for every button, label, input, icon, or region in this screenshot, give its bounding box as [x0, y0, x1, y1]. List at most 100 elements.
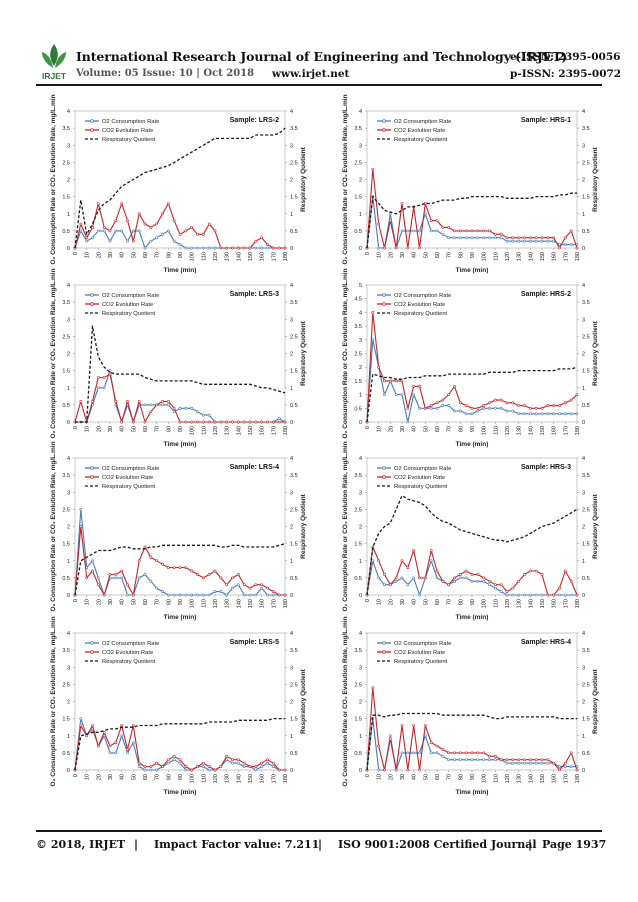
- data-point: [563, 765, 567, 768]
- data-point: [394, 393, 398, 397]
- data-point: [558, 246, 561, 250]
- x-tick-label: 60: [435, 252, 441, 258]
- data-point: [271, 593, 275, 597]
- data-point: [423, 406, 427, 410]
- y2-tick-label: 0: [582, 246, 585, 252]
- legend-marker: [90, 302, 94, 306]
- data-point: [552, 761, 556, 765]
- data-point: [201, 413, 205, 417]
- data-point: [476, 406, 480, 410]
- data-point: [260, 246, 264, 250]
- x-tick-label: 30: [400, 426, 406, 432]
- data-point: [120, 202, 124, 205]
- data-point: [558, 765, 561, 768]
- data-point: [418, 229, 421, 233]
- data-point: [435, 569, 439, 573]
- data-point: [137, 559, 141, 563]
- x-tick-label: 70: [447, 252, 453, 258]
- y-tick-label: 2: [359, 700, 362, 706]
- y2-tick-label: 2: [290, 352, 293, 358]
- data-point: [517, 593, 521, 597]
- data-point: [85, 236, 89, 240]
- x-tick-label: 50: [131, 426, 137, 432]
- data-point: [96, 376, 100, 379]
- data-point: [464, 576, 468, 580]
- data-point: [248, 593, 252, 597]
- legend-entry: CO2 Evolution Rate: [102, 128, 153, 134]
- data-point: [528, 569, 532, 573]
- data-point: [143, 222, 147, 226]
- data-point: [558, 768, 561, 772]
- data-point: [493, 586, 497, 590]
- legend-marker: [382, 119, 386, 123]
- y2-axis-label: Respiratory Quotient: [300, 146, 307, 211]
- y-tick-label: 1.5: [62, 717, 70, 723]
- data-point: [131, 420, 135, 424]
- data-point: [102, 386, 106, 390]
- data-point: [412, 229, 416, 233]
- x-tick-label: 90: [470, 774, 476, 780]
- data-point: [511, 401, 515, 405]
- y-tick-label: 0.5: [62, 751, 70, 757]
- y-tick-label: 0.5: [62, 576, 70, 582]
- y2-tick-label: 0: [290, 768, 293, 774]
- y-tick-label: 1.5: [62, 369, 70, 375]
- y2-tick-label: 3: [582, 143, 585, 149]
- x-tick-label: 160: [260, 426, 266, 435]
- x-tick-label: 50: [131, 252, 137, 258]
- x-tick-label: 160: [552, 252, 558, 261]
- data-point: [283, 768, 287, 772]
- data-point: [429, 751, 433, 755]
- footer-separator: |: [528, 838, 533, 851]
- data-point: [196, 593, 199, 597]
- data-point: [184, 566, 188, 570]
- y2-tick-label: 3.5: [290, 648, 298, 654]
- x-tick-label: 100: [482, 252, 488, 261]
- x-tick-label: 70: [447, 599, 453, 605]
- legend-marker: [382, 650, 386, 654]
- data-point: [114, 576, 118, 580]
- data-point: [155, 403, 159, 407]
- y-tick-label: 4: [67, 109, 70, 115]
- data-point: [394, 579, 398, 583]
- data-point: [383, 393, 386, 397]
- data-point: [231, 758, 234, 762]
- journal-url[interactable]: www.irjet.net: [272, 68, 350, 80]
- x-tick-label: 120: [213, 599, 219, 608]
- data-point: [236, 420, 240, 424]
- x-tick-label: 80: [458, 599, 464, 605]
- data-point: [161, 212, 164, 216]
- data-point: [114, 229, 118, 233]
- x-tick-label: 110: [493, 599, 499, 608]
- y-tick-label: 1: [359, 393, 362, 399]
- y-tick-label: 2: [67, 178, 70, 184]
- data-point: [166, 403, 170, 407]
- chart-title: Sample: LRS-3: [230, 291, 280, 298]
- y-axis-label: O₂ Consumption Rate or CO₂ Evolution Rat…: [342, 441, 349, 611]
- x-tick-label: 180: [575, 774, 581, 783]
- x-tick-label: 160: [552, 774, 558, 783]
- data-point: [236, 761, 240, 765]
- data-point: [388, 737, 392, 741]
- y-axis-label: O₂ Consumption Rate or CO₂ Evolution Rat…: [342, 616, 349, 786]
- data-point: [114, 400, 118, 403]
- data-point: [517, 404, 521, 407]
- y-tick-label: 0: [359, 420, 362, 426]
- data-point: [505, 758, 509, 762]
- x-tick-label: 80: [166, 599, 172, 605]
- y-tick-label: 3.5: [62, 126, 70, 132]
- data-point: [470, 236, 474, 240]
- x-tick-label: 180: [575, 252, 581, 261]
- data-point: [406, 566, 410, 570]
- legend-marker: [382, 466, 386, 470]
- data-point: [131, 724, 135, 727]
- data-point: [207, 420, 211, 424]
- data-point: [523, 239, 526, 243]
- data-point: [137, 765, 141, 768]
- data-point: [184, 765, 188, 768]
- legend-entry: CO2 Evolution Rate: [102, 302, 153, 308]
- data-point: [464, 751, 468, 755]
- data-point: [476, 579, 480, 583]
- data-point: [377, 559, 381, 563]
- legend-marker: [382, 475, 386, 479]
